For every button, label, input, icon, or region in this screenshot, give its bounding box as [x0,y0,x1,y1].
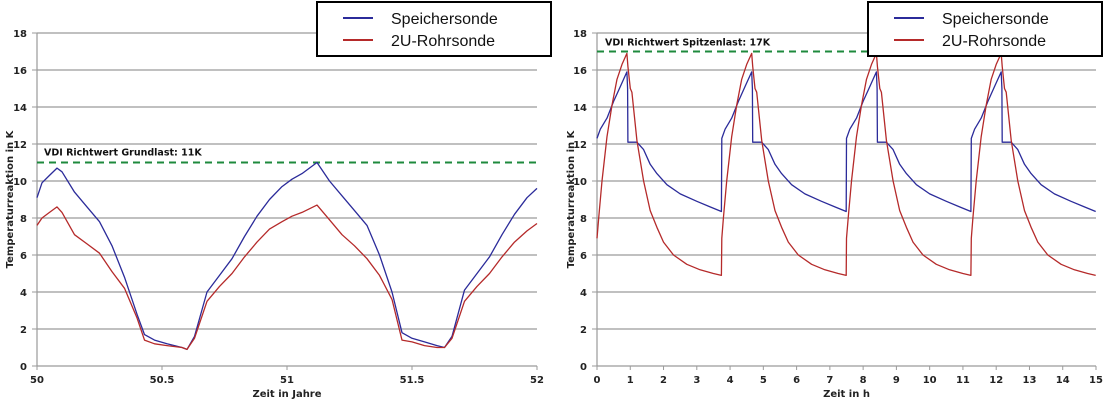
x-tick-label: 14 [1056,375,1070,386]
y-tick-label: 18 [13,29,27,40]
legend-label-speichersonde: Speichersonde [942,11,1049,28]
x-tick-label: 4 [727,375,734,386]
x-tick-label: 11 [956,375,970,386]
chart-grundlast: 0 2 4 6 8 10 12 14 16 18 50 50.5 51 51.5 52 VDI Richt… [5,1,552,400]
x-tick-label: 3 [693,375,700,386]
y-tick-label: 16 [13,66,27,77]
x-tick-label: 52 [530,375,544,386]
x-tick-label: 1 [627,375,634,386]
legend: Speichersonde 2U-Rohrsonde [316,1,552,57]
y-tick-label: 0 [580,362,587,373]
legend: Speichersonde 2U-Rohrsonde [867,1,1103,57]
y-tick-label: 16 [573,66,587,77]
x-tick-label: 51.5 [400,375,425,386]
y-tick-label: 4 [20,288,27,299]
series-line-speichersonde [596,71,1096,213]
x-axis-label: Zeit in Jahre [252,389,321,400]
y-tick-label: 8 [20,214,27,225]
legend-frame [867,1,1103,57]
legend-label-2u-rohrsonde: 2U-Rohrsonde [391,33,495,50]
x-tick-label: 7 [826,375,833,386]
x-tick-label: 51 [280,375,294,386]
y-tick-label: 14 [573,103,587,114]
grid-lines [32,32,537,367]
x-tick-label: 12 [989,375,1003,386]
y-tick-label: 8 [580,214,587,225]
x-tick-label: 9 [893,375,900,386]
x-tick-label: 2 [660,375,667,386]
y-tick-label: 12 [13,140,27,151]
x-axis-label: Zeit in h [823,389,870,400]
y-tick-label: 0 [20,362,27,373]
y-tick-label: 10 [13,177,27,188]
axes [36,33,537,367]
series-lines [596,52,1096,277]
y-tick-label: 18 [573,29,587,40]
legend-label-2u-rohrsonde: 2U-Rohrsonde [942,33,1046,50]
reference-line-label: VDI Richtwert Spitzenlast: 17K [605,38,771,49]
y-tick-label: 10 [573,177,587,188]
y-tick-label: 6 [580,251,587,262]
x-tick-label: 50.5 [150,375,175,386]
x-tick-label: 13 [1023,375,1037,386]
y-tick-label: 6 [20,251,27,262]
reference-line-label: VDI Richtwert Grundlast: 11K [44,148,202,159]
legend-frame [316,1,552,57]
y-tick-labels: 0 2 4 6 8 10 12 14 16 18 [573,29,587,373]
series-lines [36,161,538,351]
y-tick-label: 2 [580,325,587,336]
x-tick-label: 5 [760,375,767,386]
x-tick-labels: 0 1 2 3 4 5 6 7 8 9 10 11 12 13 14 15 [594,366,1103,386]
series-line-speichersonde [36,161,538,351]
y-tick-labels: 0 2 4 6 8 10 12 14 16 18 [13,29,27,373]
y-tick-label: 14 [13,103,27,114]
y-tick-label: 12 [573,140,587,151]
y-tick-label: 4 [580,288,587,299]
grid-lines [592,32,1096,367]
axes [596,33,1096,367]
series-line-2u-rohrsonde [36,204,538,351]
x-tick-label: 6 [793,375,800,386]
series-line-2u-rohrsonde [596,52,1096,277]
y-tick-label: 2 [20,325,27,336]
x-tick-label: 0 [594,375,601,386]
y-axis-label: Temperaturreaktion in K [5,129,16,268]
y-axis-label: Temperaturreaktion in K [566,129,577,268]
x-tick-label: 10 [923,375,937,386]
x-tick-label: 8 [860,375,867,386]
x-tick-label: 50 [30,375,44,386]
legend-label-speichersonde: Speichersonde [391,11,498,28]
x-tick-labels: 50 50.5 51 51.5 52 [30,366,544,386]
x-tick-label: 15 [1089,375,1103,386]
